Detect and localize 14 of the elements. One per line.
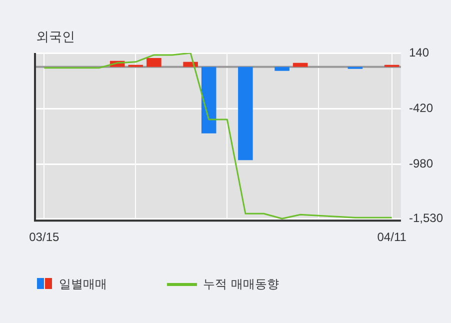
y-tick-label: 140 [408,45,430,60]
bar [238,66,253,160]
y-tick-label: -420 [408,100,434,115]
bar [201,66,216,134]
legend-label: 일별매매 [59,276,107,293]
bar [274,66,290,71]
bar [292,62,308,67]
y-tick-label: -980 [408,156,434,170]
x-tick-label: 04/11 [377,230,407,244]
chart-title: 외국인 [36,30,75,45]
bar [146,58,162,67]
legend-label: 누적 매매동향 [203,276,279,293]
x-tick-label: 03/15 [29,230,60,244]
y-tick-label: -1,530 [408,210,444,225]
